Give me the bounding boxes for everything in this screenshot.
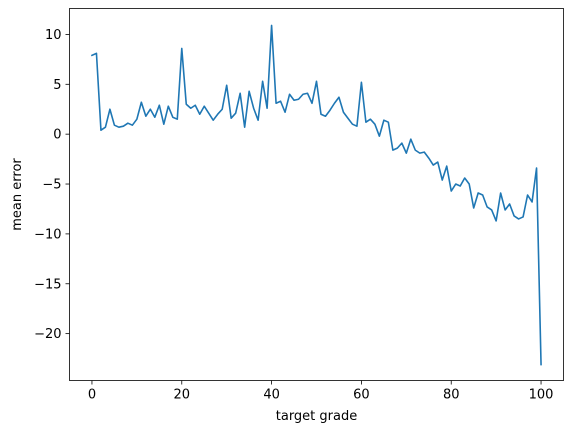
x-axis-ticks: 0 20 40 60 80 100 <box>88 380 554 403</box>
y-axis-label: mean error <box>10 158 25 231</box>
series-layer <box>90 24 542 366</box>
y-tick-label: 0 <box>53 128 61 143</box>
x-tick-label: 20 <box>173 388 190 403</box>
y-tick-label: −15 <box>34 277 61 292</box>
plot-frame <box>69 8 564 381</box>
series-line-0 <box>90 24 542 366</box>
x-tick-label: 0 <box>88 388 96 403</box>
y-tick-label: 10 <box>45 28 62 43</box>
x-tick-label: 80 <box>443 388 460 403</box>
x-tick-label: 40 <box>263 388 280 403</box>
y-tick-label: −5 <box>42 178 61 193</box>
y-tick-label: −20 <box>34 327 61 342</box>
x-axis-label: target grade <box>276 409 357 424</box>
y-axis-ticks: 10 5 0 −5 −10 −15 −20 <box>34 28 70 342</box>
y-tick-label: −10 <box>34 227 61 242</box>
x-tick-label: 100 <box>529 388 554 403</box>
y-tick-label: 5 <box>53 78 61 93</box>
plot-area <box>69 8 564 381</box>
x-tick-label: 60 <box>353 388 370 403</box>
